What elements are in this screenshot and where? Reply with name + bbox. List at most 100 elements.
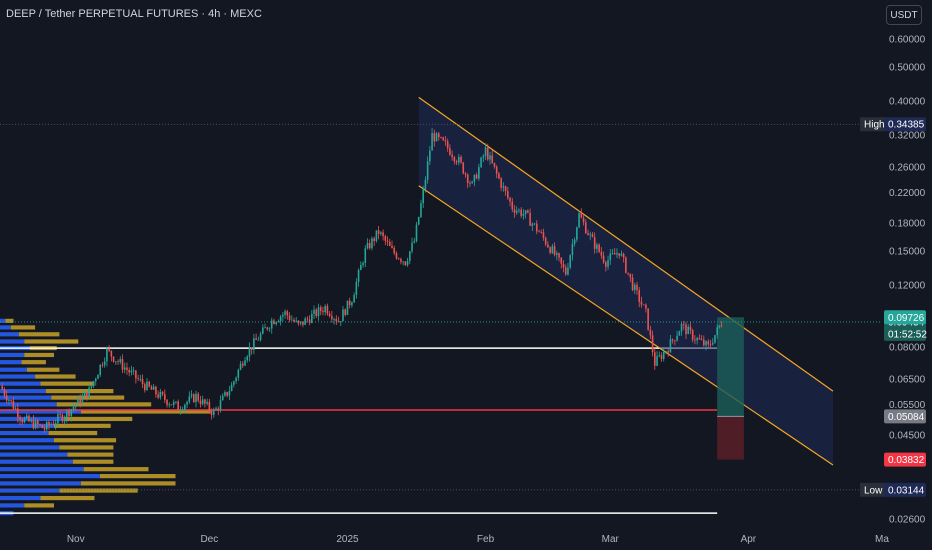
candle-body — [48, 422, 50, 426]
candle-body — [411, 242, 413, 252]
time-axis[interactable]: Nov Dec 2025 Feb Mar Apr Ma — [67, 534, 890, 545]
candle-body — [117, 361, 119, 363]
candle-body — [531, 223, 534, 226]
candle-body — [8, 400, 10, 401]
candle-body — [92, 381, 95, 387]
candle-body — [404, 261, 407, 266]
candle-body — [538, 231, 540, 233]
candle-body — [393, 247, 396, 254]
target-zone[interactable] — [717, 317, 744, 417]
profile-bar-gold — [24, 339, 79, 344]
candle-body — [14, 408, 17, 410]
candle-body — [299, 321, 302, 324]
candle-body — [464, 173, 467, 175]
candle-body — [21, 419, 24, 423]
profile-bar-gold — [54, 423, 111, 428]
profile-bar-blue — [0, 445, 60, 450]
candle-body — [700, 339, 703, 341]
candle-body — [23, 418, 26, 423]
candle-body — [25, 415, 28, 419]
candle-body — [34, 420, 37, 429]
candle-body — [678, 331, 681, 336]
candle-body — [217, 408, 220, 411]
profile-bar-blue — [0, 332, 19, 337]
candle-body — [698, 338, 701, 340]
candle-body — [255, 338, 257, 340]
y-tick-label: 0.22000 — [889, 188, 926, 199]
candle-body — [502, 186, 505, 188]
profile-bar-gold — [18, 332, 60, 337]
candle-body — [627, 272, 629, 274]
profile-bar-gold — [27, 367, 60, 372]
candle-body — [611, 253, 614, 254]
candle-body — [560, 257, 563, 264]
candle-body — [253, 338, 255, 351]
candle-body — [616, 253, 618, 255]
price-tag-label: 0.03832 — [888, 455, 925, 466]
candle-body — [709, 344, 712, 346]
candle-body — [542, 232, 545, 238]
candle-body — [348, 300, 351, 306]
profile-bar-blue — [0, 481, 81, 486]
candle-body — [431, 133, 433, 151]
candle-body — [596, 244, 598, 249]
candle-body — [168, 404, 171, 406]
candle-body — [351, 302, 353, 306]
candle-body — [83, 391, 86, 396]
candle-body — [19, 417, 21, 420]
candle-body — [685, 324, 687, 335]
candle-body — [426, 161, 429, 180]
candle-body — [373, 238, 375, 241]
candle-body — [649, 329, 652, 336]
currency-unit-button[interactable]: USDT — [886, 5, 922, 25]
candle-body — [451, 154, 453, 158]
candle-body — [241, 363, 244, 366]
profile-bar-blue — [0, 339, 25, 344]
candle-body — [315, 309, 318, 317]
candle-body — [417, 217, 420, 225]
dotted-levels — [0, 123, 882, 491]
candle-body — [293, 319, 295, 322]
price-tag-low — [884, 482, 926, 497]
stop-zone[interactable] — [717, 416, 744, 460]
x-tick-label: Mar — [602, 534, 620, 545]
candle-body — [687, 326, 690, 335]
candle-body — [121, 359, 124, 370]
candle-body — [201, 399, 204, 405]
candle-body — [593, 237, 596, 249]
candle-body — [377, 230, 380, 234]
candle-body — [295, 320, 298, 322]
profile-bar-gold — [21, 360, 46, 365]
candle-body — [582, 217, 585, 223]
long-position-tool[interactable] — [717, 317, 744, 460]
candle-body — [77, 397, 79, 405]
candle-body — [397, 258, 400, 260]
profile-bar-gold — [67, 452, 114, 457]
bar-countdown: 01:52:52 — [888, 329, 927, 340]
candle-body — [500, 178, 502, 188]
channel-lower-line[interactable] — [418, 185, 834, 466]
y-tick-label: 0.04500 — [889, 431, 926, 442]
candle-body — [584, 222, 587, 234]
profile-bar-gold — [45, 388, 114, 394]
candle-body — [70, 409, 73, 417]
price-axis[interactable]: 0.60000 0.50000 0.40000 0.32000 0.26000 0.220… — [889, 35, 926, 526]
candle-body — [362, 262, 364, 266]
candle-body — [522, 213, 525, 216]
channel-upper-line[interactable] — [418, 96, 834, 392]
candle-body — [17, 408, 19, 418]
candle-body — [304, 318, 306, 325]
level-name-high: High — [864, 120, 885, 131]
candle-body — [562, 263, 565, 268]
candle-body — [28, 415, 30, 422]
candle-body — [482, 156, 485, 158]
candle-body — [553, 246, 556, 255]
candle-body — [660, 355, 663, 359]
profile-bar-gold — [51, 395, 125, 400]
candle-body — [199, 400, 202, 405]
candle-body — [346, 300, 349, 315]
candle-body — [458, 156, 460, 163]
candle-body — [324, 306, 326, 313]
candle-body — [547, 244, 549, 248]
